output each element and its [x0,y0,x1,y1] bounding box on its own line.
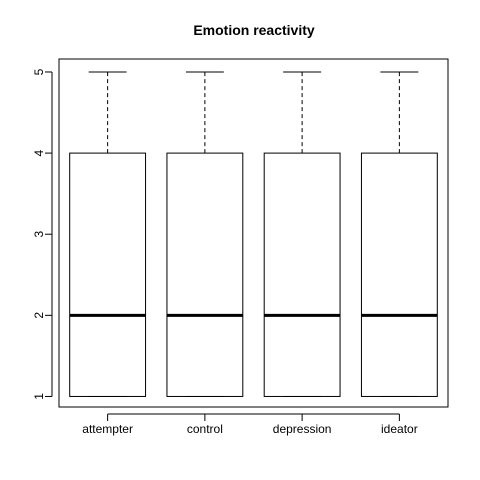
y-tick-label: 1 [32,393,46,400]
y-tick-label: 4 [32,149,46,156]
y-tick-label: 3 [32,231,46,238]
x-tick-label: control [187,422,223,436]
y-tick-label: 5 [32,68,46,75]
box-iqr [166,152,244,397]
y-tick-label: 2 [32,312,46,319]
chart-marks: 1 2 3 4 5 attempter control depression ideator [32,68,438,436]
x-tick-label: ideator [381,422,418,436]
box-iqr [263,152,341,397]
box-iqr [360,152,438,397]
plot-frame [58,58,449,408]
chart-title: Emotion reactivity [193,22,315,38]
x-tick-label: depression [273,422,332,436]
x-tick-label: attempter [82,422,133,436]
box-iqr [69,152,147,397]
